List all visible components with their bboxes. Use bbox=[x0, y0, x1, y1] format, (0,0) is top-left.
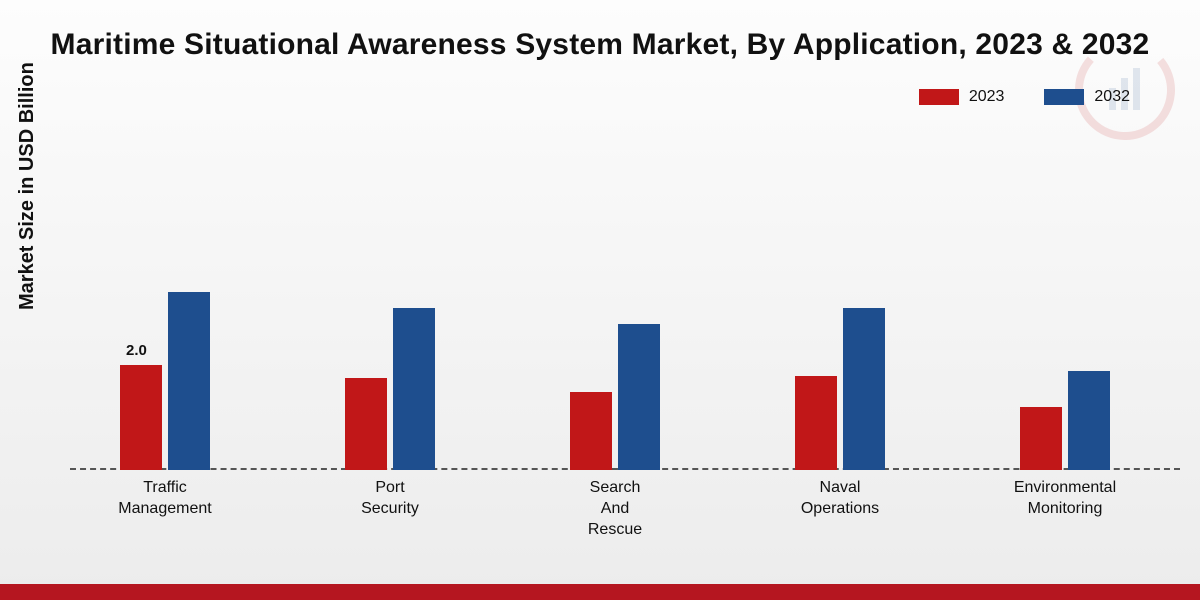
bar-value-label: 2.0 bbox=[126, 342, 147, 359]
footer-accent-bar bbox=[0, 584, 1200, 600]
bar-group bbox=[1020, 371, 1110, 470]
bar-2023 bbox=[570, 392, 612, 470]
legend-label-2023: 2023 bbox=[969, 88, 1005, 106]
bar-group bbox=[345, 308, 435, 470]
chart-page: Maritime Situational Awareness System Ma… bbox=[0, 0, 1200, 600]
x-axis-label: TrafficManagement bbox=[95, 478, 235, 520]
legend-label-2032: 2032 bbox=[1094, 88, 1130, 106]
x-axis-label: NavalOperations bbox=[770, 478, 910, 520]
legend-item-2032: 2032 bbox=[1044, 88, 1130, 106]
bar-group bbox=[795, 308, 885, 470]
bar-group bbox=[570, 324, 660, 470]
x-axis-labels: TrafficManagement PortSecurity SearchAndRe… bbox=[70, 478, 1180, 558]
x-axis-label: EnvironmentalMonitoring bbox=[995, 478, 1135, 520]
bar-2023 bbox=[345, 378, 387, 470]
bar-2032 bbox=[618, 324, 660, 470]
bar-2032 bbox=[843, 308, 885, 470]
chart-legend: 2023 2032 bbox=[919, 88, 1130, 106]
bar-2032 bbox=[393, 308, 435, 470]
y-axis-label: Market Size in USD Billion bbox=[16, 62, 39, 310]
chart-title: Maritime Situational Awareness System Ma… bbox=[0, 28, 1200, 62]
bar-2032 bbox=[168, 292, 210, 470]
x-axis-label: SearchAndRescue bbox=[545, 478, 685, 540]
bar-2032 bbox=[1068, 371, 1110, 470]
bar-group bbox=[120, 292, 210, 470]
legend-swatch-2032 bbox=[1044, 89, 1084, 105]
bar-2023 bbox=[795, 376, 837, 470]
plot-area: 2.0 bbox=[70, 130, 1180, 470]
bar-2023 bbox=[1020, 407, 1062, 470]
legend-swatch-2023 bbox=[919, 89, 959, 105]
x-axis-label: PortSecurity bbox=[320, 478, 460, 520]
legend-item-2023: 2023 bbox=[919, 88, 1005, 106]
bar-2023 bbox=[120, 365, 162, 470]
